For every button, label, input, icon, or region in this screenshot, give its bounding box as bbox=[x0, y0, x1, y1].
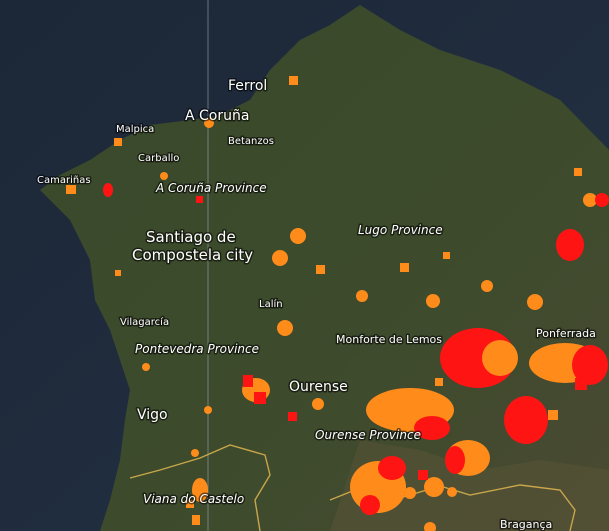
fire bbox=[400, 263, 409, 272]
fire bbox=[404, 487, 416, 499]
fire bbox=[481, 280, 493, 292]
province-label: Ourense Province bbox=[315, 428, 421, 442]
fire bbox=[196, 196, 203, 203]
fire bbox=[556, 229, 584, 261]
fire bbox=[360, 495, 380, 515]
fire bbox=[435, 378, 443, 386]
fire bbox=[424, 522, 436, 531]
fire bbox=[595, 193, 609, 207]
fire bbox=[114, 138, 122, 146]
city-label: Ponferrada bbox=[536, 327, 596, 340]
city-label: Ourense bbox=[289, 379, 348, 395]
fire bbox=[192, 515, 200, 525]
province-label: A Coruña Province bbox=[155, 181, 267, 195]
fire bbox=[277, 320, 293, 336]
province-label: Lugo Province bbox=[358, 223, 443, 237]
city-label: Monforte de Lemos bbox=[336, 333, 442, 346]
fire bbox=[464, 370, 476, 382]
city-label: Betanzos bbox=[228, 136, 274, 147]
fire bbox=[103, 183, 113, 197]
fire bbox=[445, 446, 465, 474]
fire bbox=[142, 363, 150, 371]
province-label: Viana do Castelo bbox=[143, 492, 244, 506]
fire bbox=[572, 345, 608, 385]
city-label: Malpica bbox=[116, 124, 154, 135]
city-label: Vilagarcía bbox=[120, 316, 169, 328]
fire bbox=[482, 340, 518, 376]
fires bbox=[66, 76, 609, 531]
fire bbox=[447, 487, 457, 497]
fire bbox=[312, 398, 324, 410]
fire bbox=[426, 294, 440, 308]
city-label: Lalín bbox=[259, 298, 283, 310]
fire bbox=[243, 375, 253, 387]
fire bbox=[254, 392, 266, 404]
fire bbox=[288, 412, 297, 421]
fire bbox=[575, 378, 587, 390]
fire bbox=[414, 416, 450, 440]
fire bbox=[204, 118, 214, 128]
fire bbox=[289, 76, 298, 85]
city-label: Bragança bbox=[500, 518, 552, 531]
city-label: Santiago de bbox=[146, 228, 236, 246]
fire bbox=[204, 406, 212, 414]
fire bbox=[504, 396, 548, 444]
city-label: Compostela city bbox=[132, 246, 253, 264]
province-label: Pontevedra Province bbox=[135, 342, 259, 356]
city-label: Camariñas bbox=[37, 175, 91, 186]
fire bbox=[583, 193, 597, 207]
fire bbox=[424, 477, 444, 497]
fire bbox=[443, 252, 450, 259]
city-label: Vigo bbox=[137, 407, 168, 423]
labels: Ferrol A Coruña Malpica Betanzos Carball… bbox=[36, 77, 598, 531]
fire bbox=[548, 410, 558, 420]
fire bbox=[290, 228, 306, 244]
fire bbox=[574, 168, 582, 176]
fire bbox=[192, 478, 208, 502]
fire bbox=[378, 456, 406, 480]
fire bbox=[186, 500, 194, 508]
city-label: A Coruña bbox=[185, 108, 249, 124]
city-label: Ferrol bbox=[228, 78, 267, 94]
fire bbox=[272, 250, 288, 266]
fire bbox=[356, 290, 368, 302]
fire bbox=[191, 449, 199, 457]
fire bbox=[115, 270, 121, 276]
fire bbox=[316, 265, 325, 274]
fire bbox=[66, 185, 76, 194]
fire bbox=[418, 470, 428, 480]
city-label: Carballo bbox=[138, 153, 179, 164]
fire bbox=[527, 294, 543, 310]
fire bbox=[160, 172, 168, 180]
